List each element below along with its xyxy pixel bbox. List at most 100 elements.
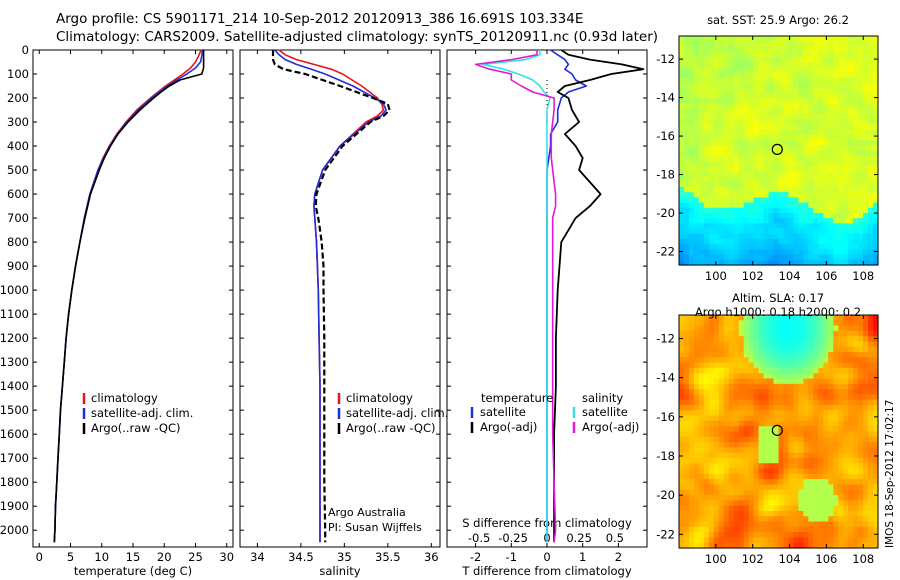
map-cell (783, 254, 790, 261)
x-tick-label: 104 (779, 552, 801, 566)
map-cell (783, 405, 790, 411)
map-cell (748, 238, 755, 245)
map-cell (743, 373, 750, 380)
map-cell (679, 410, 685, 417)
map-cell (773, 93, 780, 100)
map-cell (778, 431, 785, 438)
map-cell (803, 521, 809, 528)
map-cell (718, 145, 725, 152)
map-cell (688, 542, 695, 549)
map-cell (778, 134, 785, 141)
map-cell (813, 442, 819, 448)
map-cell (783, 207, 790, 214)
map-cell (788, 67, 795, 74)
map-cell (828, 176, 834, 183)
map-cell (733, 315, 740, 321)
map-cell (868, 160, 874, 167)
map-cell (833, 197, 839, 204)
map-cell (848, 452, 854, 459)
map-cell (743, 526, 750, 533)
map-cell (858, 145, 864, 152)
map-cell (703, 330, 710, 337)
map-cell (688, 516, 695, 523)
map-cell (778, 62, 785, 68)
map-cell (873, 420, 879, 427)
map-cell (778, 484, 785, 491)
map-cell (738, 171, 745, 178)
map-cell (753, 119, 760, 126)
map-cell (833, 155, 839, 162)
map-cell (698, 103, 705, 110)
map-cell (743, 134, 750, 141)
map-cell (838, 479, 844, 486)
map-cell (853, 457, 859, 464)
map-cell (818, 259, 824, 266)
map-cell (763, 516, 770, 523)
map-cell (818, 484, 824, 491)
map-cell (843, 202, 849, 209)
map-cell (798, 82, 804, 89)
map-cell (793, 457, 799, 464)
map-cell (773, 145, 780, 152)
map-cell (688, 399, 695, 406)
map-cell (679, 41, 685, 47)
map-cell (723, 82, 730, 89)
map-cell (808, 103, 814, 110)
map-cell (679, 134, 685, 141)
map-cell (748, 394, 755, 401)
map-cell (723, 150, 730, 157)
map-cell (708, 320, 715, 327)
map-cell (793, 426, 799, 433)
map-cell (793, 207, 799, 214)
map-cell (713, 420, 720, 427)
map-cell (778, 36, 785, 42)
map-cell (823, 114, 829, 120)
map-cell (683, 484, 690, 491)
map-cell (823, 140, 829, 146)
map-cell (688, 484, 695, 491)
map-cell (848, 202, 854, 209)
map-cell (703, 186, 710, 193)
map-cell (778, 457, 785, 464)
map-cell (693, 218, 700, 224)
map-cell (858, 67, 864, 74)
map-cell (793, 51, 799, 58)
map-cell (713, 510, 720, 517)
map-cell (863, 207, 869, 214)
map-cell (873, 212, 879, 219)
map-cell (838, 129, 844, 136)
map-cell (723, 160, 730, 167)
map-cell (718, 129, 725, 136)
map-cell (788, 479, 795, 486)
map-cell (698, 537, 705, 544)
map-cell (693, 82, 700, 89)
map-cell (738, 62, 745, 68)
map-cell (723, 373, 730, 380)
map-cell (838, 452, 844, 459)
map-cell (773, 124, 780, 131)
map-cell (703, 93, 710, 100)
map-cell (708, 197, 715, 204)
map-cell (828, 399, 834, 406)
map-cell (833, 383, 839, 390)
map-cell (743, 457, 750, 464)
map-cell (748, 315, 755, 321)
map-cell (778, 108, 785, 115)
map-cell (708, 420, 715, 427)
map-cell (833, 468, 839, 475)
map-cell (788, 114, 795, 120)
map-cell (873, 88, 879, 94)
map-cell (843, 394, 849, 401)
map-cell (743, 72, 750, 79)
map-cell (723, 67, 730, 74)
map-cell (683, 155, 690, 162)
map-cell (873, 468, 879, 475)
map-cell (778, 505, 785, 512)
map-cell (863, 129, 869, 136)
map-cell (868, 108, 874, 115)
map-cell (723, 254, 730, 261)
map-cell (693, 442, 700, 448)
map-cell (863, 505, 869, 512)
map-cell (708, 484, 715, 491)
map-cell (748, 223, 755, 230)
